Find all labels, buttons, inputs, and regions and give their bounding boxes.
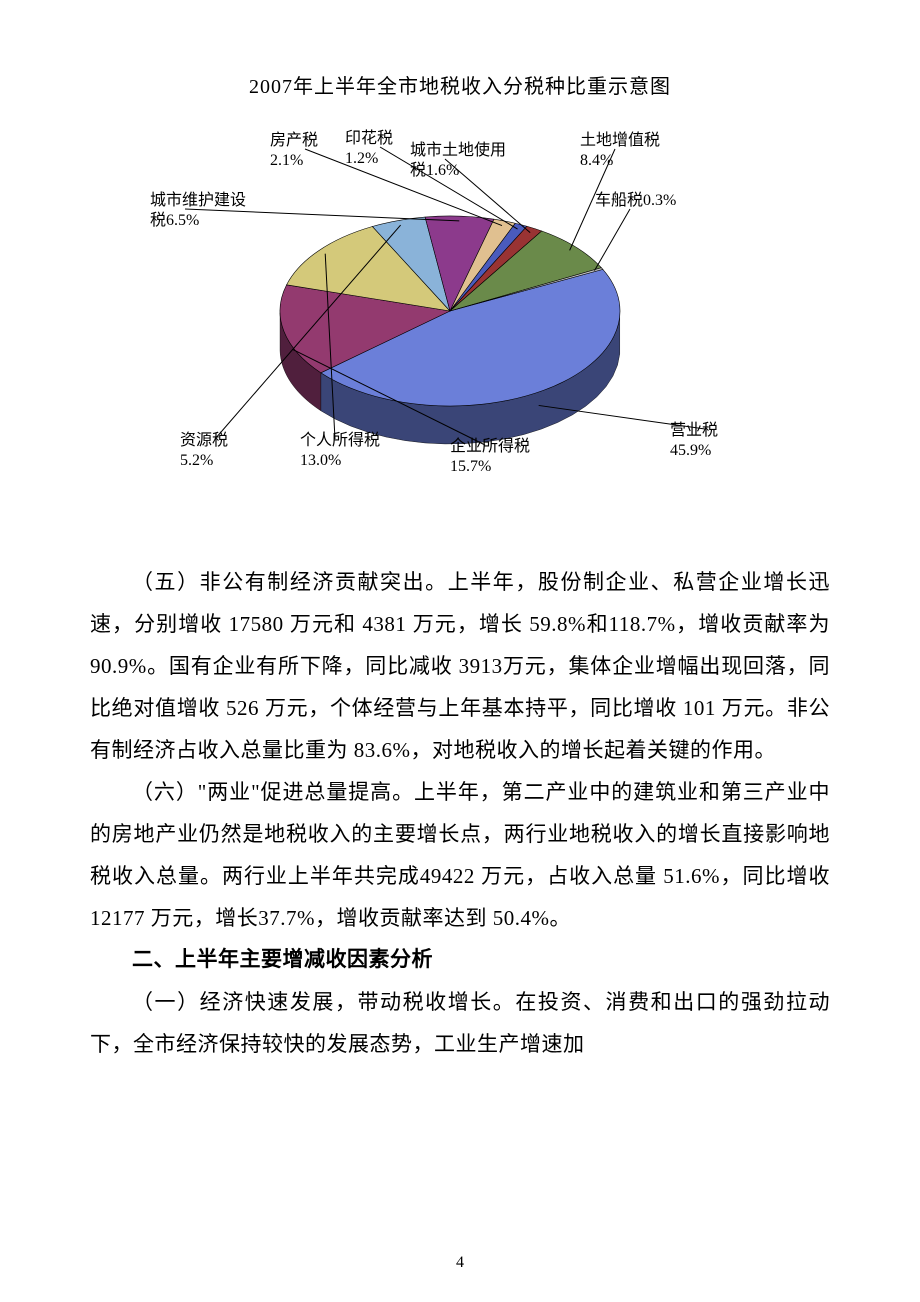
pie-svg: 营业税 45.9%企业所得税 15.7%个人所得税 13.0%资源税 5.2%城… xyxy=(150,111,770,491)
pie-chart-region: 2007年上半年全市地税收入分税种比重示意图 营业税 45.9%企业所得税 15… xyxy=(90,70,830,491)
page-number: 4 xyxy=(0,1254,920,1272)
paragraph-2-1: （一）经济快速发展，带动税收增长。在投资、消费和出口的强劲拉动下，全市经济保持较… xyxy=(90,981,830,1065)
paragraph-6: （六）"两业"促进总量提高。上半年，第二产业中的建筑业和第三产业中的房地产业仍然… xyxy=(90,771,830,939)
paragraph-5: （五）非公有制经济贡献突出。上半年，股份制企业、私营企业增长迅速，分别增收 17… xyxy=(90,561,830,771)
section-heading-2: 二、上半年主要增减收因素分析 xyxy=(90,939,830,981)
chart-title: 2007年上半年全市地税收入分税种比重示意图 xyxy=(90,70,830,99)
chart-canvas: 营业税 45.9%企业所得税 15.7%个人所得税 13.0%资源税 5.2%城… xyxy=(150,111,770,491)
body-text: （五）非公有制经济贡献突出。上半年，股份制企业、私营企业增长迅速，分别增收 17… xyxy=(90,561,830,1065)
